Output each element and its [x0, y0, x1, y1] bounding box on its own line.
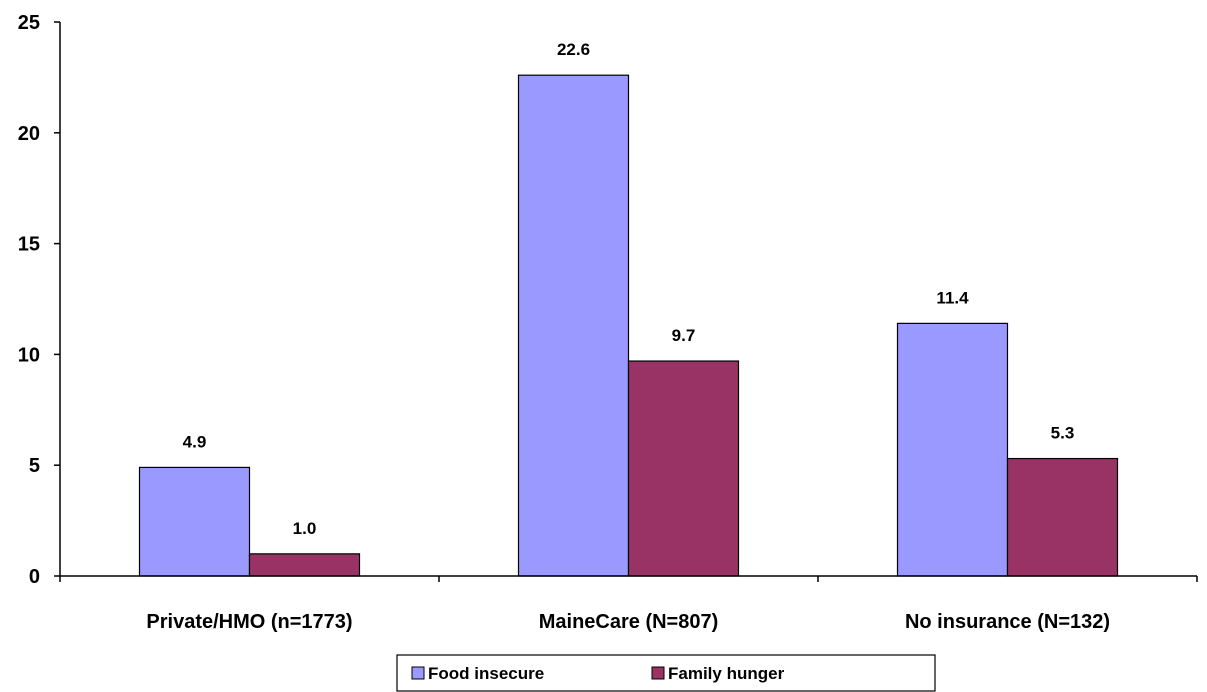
- category-label: No insurance (N=132): [905, 611, 1110, 633]
- bar-food-insecure: [138, 466, 251, 577]
- y-tick-label: 10: [18, 344, 40, 366]
- y-tick-label: 5: [29, 455, 40, 477]
- legend: Food insecure Family hunger: [396, 654, 936, 692]
- legend-label: Food insecure: [428, 664, 544, 683]
- legend-label: Family hunger: [668, 664, 785, 683]
- bar-series: [138, 74, 1119, 577]
- bar-family-hunger: [1006, 457, 1119, 577]
- legend-box: [396, 654, 936, 692]
- y-tick-label: 25: [18, 12, 40, 34]
- y-tick-label: 20: [18, 123, 40, 145]
- data-labels: 4.9 1.0 22.6 9.7 11.4 5.3: [183, 40, 1075, 538]
- data-label: 1.0: [293, 519, 317, 538]
- y-tick-label: 0: [29, 566, 40, 588]
- bar-family-hunger: [627, 360, 740, 577]
- bar-food-insecure: [517, 74, 630, 577]
- legend-swatch: [651, 666, 665, 680]
- y-tick-label: 15: [18, 234, 40, 256]
- data-label: 9.7: [672, 326, 696, 345]
- x-axis-ticks: [59, 576, 1198, 582]
- bar-food-insecure: [896, 322, 1009, 577]
- data-label: 5.3: [1051, 424, 1075, 443]
- category-label: MaineCare (N=807): [539, 611, 719, 633]
- data-label: 11.4: [936, 288, 969, 307]
- legend-swatch: [411, 666, 425, 680]
- data-label: 22.6: [557, 40, 590, 59]
- data-label: 4.9: [183, 432, 207, 451]
- y-axis-ticks: 0 5 10 15 20 25: [18, 12, 60, 588]
- bar-family-hunger: [248, 553, 361, 577]
- category-label: Private/HMO (n=1773): [146, 611, 352, 633]
- category-labels: Private/HMO (n=1773) MaineCare (N=807) No …: [146, 611, 1110, 633]
